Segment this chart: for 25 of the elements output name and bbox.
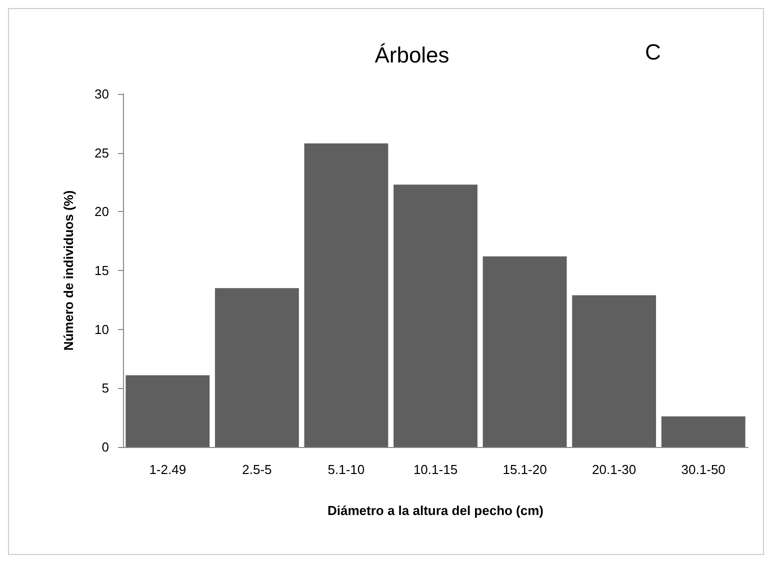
y-tick-label: 10 <box>94 322 109 337</box>
text: C <box>645 40 661 64</box>
y-tick-label: 25 <box>94 145 109 160</box>
y-tick-label: 5 <box>102 380 109 396</box>
y-tick-label: 15 <box>94 263 109 278</box>
x-tick-label: 30.1-50 <box>681 462 726 477</box>
chart-title: Árboles <box>374 42 450 68</box>
x-tick-label: 20.1-30 <box>592 462 636 477</box>
bar <box>661 416 746 447</box>
y-tick-label: 20 <box>94 204 109 220</box>
bar <box>572 295 656 447</box>
y-tick-label: 0 <box>102 440 109 454</box>
bar <box>394 184 478 447</box>
x-tick-label: 10.1-15 <box>413 462 458 477</box>
x-tick-label: 2.5-5 <box>242 462 272 477</box>
bar <box>126 375 210 447</box>
y-tick-label: 30 <box>94 86 109 102</box>
bar <box>304 143 388 447</box>
x-tick-label: 15.1-20 <box>502 462 547 477</box>
x-tick-label: 5.1-10 <box>328 462 365 477</box>
x-tick-label: 1-2.49 <box>149 462 186 477</box>
bar <box>482 256 567 447</box>
bar <box>214 288 299 447</box>
x-axis-title: Diámetro a la altura del pecho (cm) <box>327 503 544 518</box>
y-axis-title: Número de individuos (%) <box>61 190 76 351</box>
